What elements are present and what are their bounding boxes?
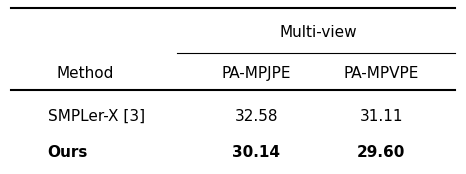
Text: 29.60: 29.60 [357,145,405,160]
Text: PA-MPVPE: PA-MPVPE [343,66,419,81]
Text: 30.14: 30.14 [232,145,280,160]
Text: Multi-view: Multi-view [280,25,357,40]
Text: 32.58: 32.58 [234,109,278,124]
Text: SMPLer-X [3]: SMPLer-X [3] [48,109,145,124]
Text: Ours: Ours [48,145,88,160]
Text: 31.11: 31.11 [359,109,403,124]
Text: PA-MPJPE: PA-MPJPE [221,66,291,81]
Text: Method: Method [56,66,113,81]
